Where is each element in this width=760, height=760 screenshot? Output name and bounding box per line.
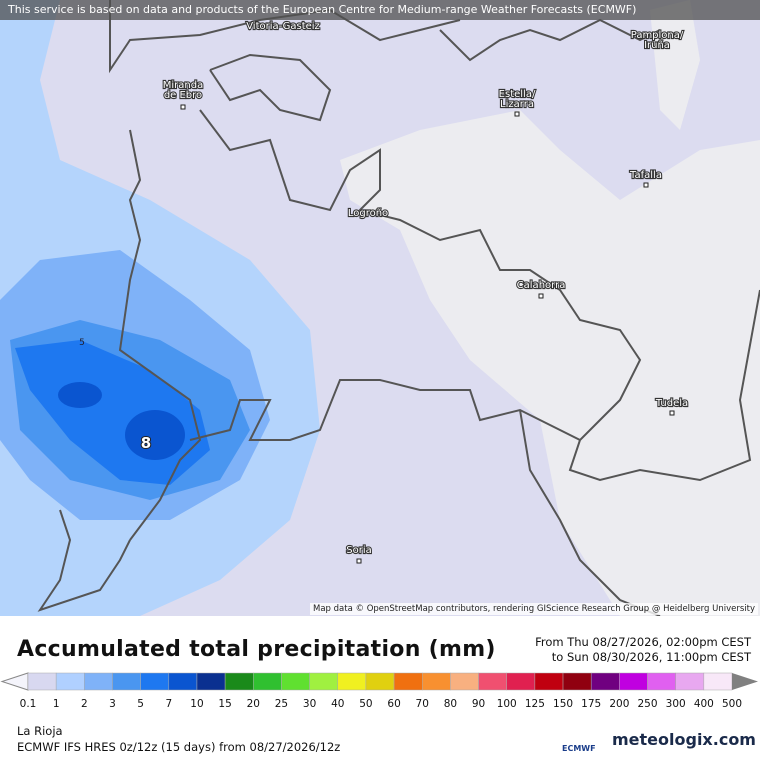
- city-marker: [180, 104, 186, 110]
- city-label: Pamplona/: [631, 30, 684, 41]
- legend-label: 100: [497, 698, 517, 710]
- region: La Rioja: [17, 724, 63, 738]
- legend-label: 5: [137, 698, 144, 710]
- legend-swatch: [365, 672, 395, 691]
- city-marker: [514, 111, 520, 117]
- city-label: Tudela: [655, 398, 688, 409]
- legend-swatch: [112, 672, 141, 691]
- legend-label: 90: [472, 698, 485, 710]
- border: [199, 109, 760, 482]
- legend-swatch: [309, 672, 339, 691]
- legend-swatch: [140, 672, 170, 691]
- city-label: Iruña: [644, 40, 670, 51]
- borders: [37, 0, 760, 616]
- legend-label: 1: [53, 698, 60, 710]
- period-to: to Sun 08/30/2026, 11:00pm CEST: [551, 650, 751, 664]
- legend-label: 50: [359, 698, 372, 710]
- city-marker: [538, 293, 544, 299]
- legend-swatch: [562, 672, 592, 691]
- legend-label: 300: [666, 698, 686, 710]
- border: [37, 509, 131, 612]
- legend-swatch: [337, 672, 367, 691]
- contour-label: 5: [79, 338, 85, 348]
- legend-swatch: [478, 672, 507, 691]
- city-marker: [643, 182, 649, 188]
- city-label: Logroño: [348, 208, 388, 219]
- legend-label: 0.1: [20, 698, 37, 710]
- legend-swatch: [196, 672, 226, 691]
- legend-label: 7: [165, 698, 172, 710]
- border: [209, 53, 332, 122]
- legend-label: 30: [303, 698, 316, 710]
- contour-label: 8: [141, 434, 151, 452]
- notice: This service is based on data and produc…: [0, 0, 760, 20]
- period-from: From Thu 08/27/2026, 02:00pm CEST: [535, 635, 751, 649]
- ecmwf-logo: ECMWF: [562, 744, 596, 753]
- city-label: Tafalla: [629, 170, 662, 181]
- legend-label: 70: [416, 698, 429, 710]
- city-label: Calahorra: [517, 280, 566, 291]
- legend-swatch: [506, 672, 536, 691]
- legend-swatch: [647, 672, 676, 691]
- legend-label: 80: [444, 698, 457, 710]
- legend-label: 400: [694, 698, 714, 710]
- legend-swatch: [619, 672, 648, 691]
- legend-swatch: [253, 672, 282, 691]
- legend-label: 125: [525, 698, 545, 710]
- legend-arrow: [0, 672, 29, 691]
- legend-label: 40: [331, 698, 344, 710]
- legend-swatch: [168, 672, 198, 691]
- legend-swatch: [421, 672, 451, 691]
- legend-swatch: [27, 672, 57, 691]
- legend: 0.1 1 2 3 5 7 10 15 20 25 30 40 50 60 70 80 90 100 125 150 1…: [0, 672, 758, 710]
- city-label: Miranda: [163, 80, 203, 91]
- precip-zone: [58, 382, 102, 408]
- city-label: Lizarra: [500, 99, 534, 110]
- legend-label: 3: [109, 698, 116, 710]
- legend-label: 175: [581, 698, 601, 710]
- city-label: Soria: [346, 545, 371, 556]
- border: [109, 0, 461, 74]
- legend-swatch: [675, 672, 705, 691]
- legend-swatch: [590, 672, 620, 691]
- legend-swatch: [281, 672, 310, 691]
- model-info: ECMWF IFS HRES 0z/12z (15 days) from 08/…: [17, 740, 341, 754]
- border: [439, 18, 661, 62]
- legend-label: 500: [722, 698, 742, 710]
- legend-label: 2: [81, 698, 88, 710]
- city-marker: [669, 410, 675, 416]
- legend-swatch: [534, 672, 564, 691]
- legend-swatch: [55, 672, 85, 691]
- dry-area: [340, 110, 760, 616]
- title: Accumulated total precipitation (mm): [17, 637, 496, 662]
- attribution: Map data © OpenStreetMap contributors, r…: [310, 603, 758, 615]
- legend-arrow: [732, 673, 758, 690]
- legend-label: 20: [247, 698, 260, 710]
- legend-swatch: [450, 672, 479, 691]
- legend-label: 150: [553, 698, 573, 710]
- legend-label: 250: [637, 698, 657, 710]
- legend-swatch: [224, 672, 254, 691]
- legend-label: 25: [275, 698, 288, 710]
- meteologix-logo: meteologix.com: [612, 730, 756, 749]
- border: [118, 129, 202, 541]
- city-label: de Ebro: [164, 90, 202, 101]
- legend-label: 200: [609, 698, 629, 710]
- legend-swatch: [84, 672, 113, 691]
- precip-zone: [125, 410, 185, 460]
- border: [189, 379, 581, 441]
- city-marker: [356, 558, 362, 564]
- city-label: Vitoria-Gasteiz: [246, 21, 320, 32]
- dry-area: [650, 0, 700, 130]
- legend-swatch: [393, 672, 423, 691]
- border: [519, 409, 661, 616]
- legend-label: 10: [190, 698, 203, 710]
- legend-label: 15: [218, 698, 231, 710]
- city-label: Estella/: [499, 89, 536, 100]
- legend-label: 60: [387, 698, 400, 710]
- legend-swatch: [703, 672, 733, 691]
